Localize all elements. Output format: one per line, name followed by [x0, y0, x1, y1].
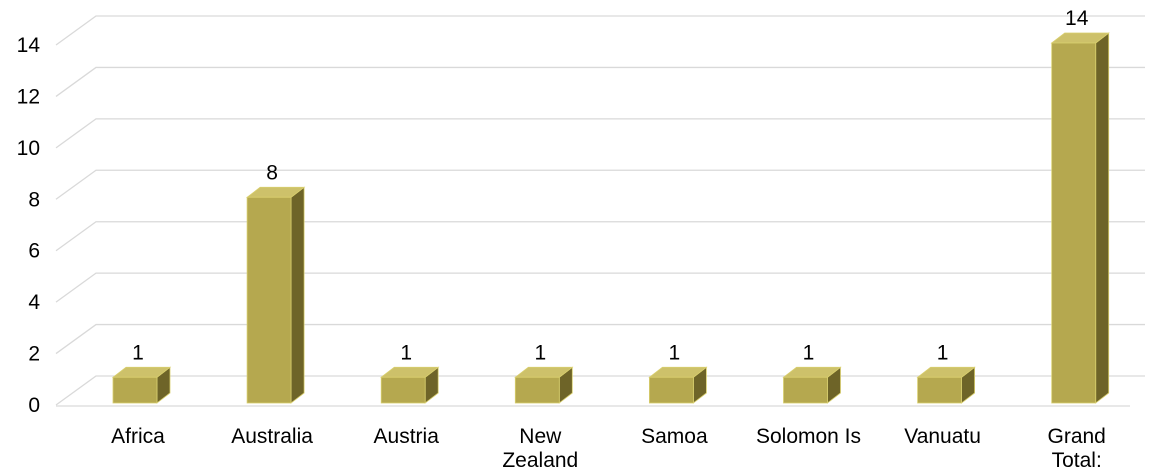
data-label: 14 — [1065, 7, 1089, 30]
y-tick-label: 2 — [28, 343, 40, 366]
data-label: 1 — [400, 341, 412, 364]
x-tick-label: Samoa — [641, 425, 708, 448]
bar — [648, 366, 708, 404]
bar-front-face — [112, 376, 158, 404]
gridline — [55, 15, 1145, 46]
bar — [380, 366, 440, 404]
gridlines — [55, 15, 1145, 407]
x-axis-tick-labels: Africa Australia Austria New Zealand Samoa Sol… — [111, 425, 1106, 472]
x-tick-label: Austria — [374, 425, 440, 448]
y-tick-label: 14 — [17, 34, 41, 57]
data-label: 1 — [937, 341, 949, 364]
x-tick-label: Africa — [111, 425, 165, 448]
data-label: 1 — [534, 341, 546, 364]
bar — [111, 366, 172, 404]
bar — [245, 186, 306, 404]
gridline — [55, 169, 1145, 200]
bar-side-face — [1095, 32, 1110, 404]
bar-front-face — [1051, 42, 1097, 404]
y-axis-tick-labels: 0 2 4 6 8 10 12 14 — [17, 34, 41, 417]
bar — [916, 366, 976, 404]
gridline — [55, 66, 1145, 97]
y-tick-label: 12 — [17, 85, 40, 108]
bar — [1050, 32, 1110, 404]
data-label: 1 — [132, 341, 144, 364]
data-label: 1 — [669, 341, 681, 364]
x-tick-label: Solomon Is — [756, 425, 861, 448]
y-tick-label: 4 — [28, 291, 40, 314]
bar-side-face — [290, 186, 305, 404]
y-tick-label: 0 — [28, 394, 40, 417]
bars — [111, 32, 1110, 404]
bar — [782, 366, 842, 404]
data-label: 8 — [266, 161, 278, 184]
bar — [514, 366, 574, 404]
y-tick-label: 6 — [28, 240, 40, 263]
gridline — [55, 272, 1145, 303]
gridline — [55, 323, 1145, 355]
gridline — [55, 221, 1145, 252]
x-tick-label: Vanuatu — [904, 425, 981, 448]
bar-front-face — [783, 376, 828, 404]
bar-front-face — [514, 376, 560, 404]
bar-front-face — [649, 376, 694, 404]
data-label: 1 — [803, 341, 815, 364]
y-tick-label: 10 — [17, 137, 40, 160]
bar-front-face — [246, 196, 292, 404]
bar-front-face — [917, 376, 962, 404]
x-tick-label: New Zealand — [502, 425, 578, 472]
x-tick-label: Australia — [231, 425, 313, 448]
y-tick-label: 8 — [28, 188, 40, 211]
data-labels: 1 8 1 1 1 1 1 14 — [132, 7, 1089, 364]
gridline — [55, 118, 1145, 149]
bar-front-face — [380, 376, 426, 404]
gridline — [55, 375, 1145, 406]
x-tick-label: Grand Total: — [1048, 425, 1106, 472]
